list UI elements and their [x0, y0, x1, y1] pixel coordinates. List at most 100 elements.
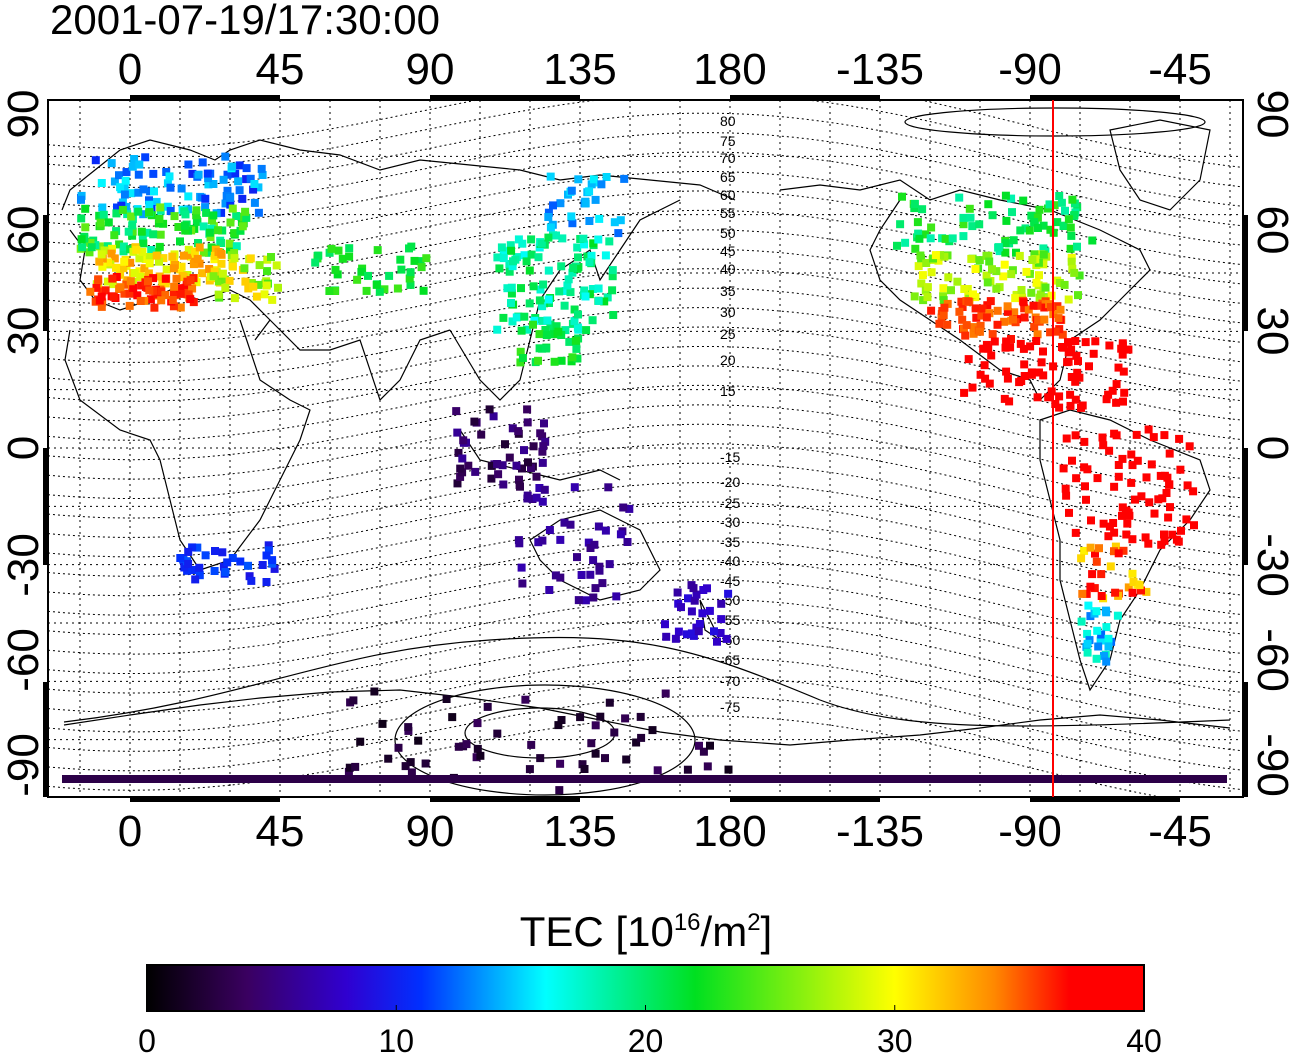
bottom-lon-label: 0: [118, 807, 142, 856]
tec-observation-point: [144, 269, 153, 278]
tec-observation-point: [1019, 298, 1028, 307]
tec-observation-point: [99, 210, 108, 219]
tec-observation-point: [896, 220, 905, 229]
tec-observation-point: [241, 277, 250, 286]
tec-observation-point: [988, 265, 996, 274]
tec-observation-point: [1066, 244, 1075, 253]
tec-observation-point: [609, 311, 618, 319]
tec-observation-point: [150, 303, 159, 312]
contour-line: [48, 540, 1241, 635]
tec-observation-point: [893, 241, 901, 250]
tec-observation-point: [113, 203, 121, 212]
contour-label: 55: [720, 205, 736, 221]
tec-observation-point: [570, 305, 579, 314]
right-latitude-labels: 90 60 30 0 -30 -60 -90: [1248, 90, 1292, 797]
tec-observation-point: [485, 405, 494, 414]
tec-observation-point: [107, 159, 116, 168]
tec-observation-point: [910, 199, 919, 208]
tec-observation-point: [971, 304, 980, 313]
top-lon-label: 0: [118, 45, 142, 94]
contour-line: [48, 676, 1241, 771]
tec-observation-point: [1032, 337, 1041, 345]
tec-observation-point: [517, 326, 526, 335]
contour-line: [48, 462, 1241, 557]
tec-observation-point: [558, 234, 567, 243]
bottom-lon-label: 45: [256, 807, 305, 856]
contour-line: [48, 112, 1241, 207]
tec-observation-point: [999, 272, 1008, 281]
tec-observation-point: [207, 243, 216, 252]
tec-observation-point: [546, 172, 555, 181]
tec-observation-point: [527, 464, 535, 472]
tec-observation-point: [1044, 204, 1052, 213]
tec-observation-point: [78, 243, 87, 252]
tec-observation-point: [211, 547, 219, 555]
tec-observation-point: [406, 758, 415, 767]
tec-observation-point: [1001, 191, 1010, 200]
tec-observation-point: [505, 267, 514, 276]
tec-observation-point: [473, 719, 482, 728]
tec-observation-point: [580, 286, 589, 295]
tec-observation-point: [554, 721, 563, 730]
tec-observation-point: [587, 739, 596, 748]
tec-observation-point: [1055, 279, 1064, 287]
tec-observation-point: [605, 237, 614, 246]
tec-observation-point: [967, 254, 976, 263]
tec-observation-point: [1027, 370, 1036, 379]
tec-observation-point: [1114, 363, 1123, 372]
tec-observation-point: [1073, 242, 1081, 251]
right-lat-label: 90: [1248, 90, 1292, 139]
tec-observation-point: [247, 576, 256, 585]
tec-observation-point: [544, 266, 553, 275]
tec-observation-point: [1056, 305, 1065, 314]
tec-observation-point: [1129, 578, 1138, 586]
tec-observation-point: [1168, 530, 1177, 539]
tec-observation-point: [1091, 549, 1099, 558]
tec-observation-point: [520, 251, 529, 260]
tec-observation-point: [1000, 317, 1009, 326]
contour-line: [48, 307, 1241, 401]
tec-observation-point: [217, 249, 226, 258]
tec-observation-point: [579, 234, 588, 243]
tec-observation-point: [983, 301, 992, 310]
tec-observation-point: [601, 754, 609, 763]
tec-observation-point: [616, 530, 625, 539]
tec-observation-point: [189, 566, 198, 574]
tec-observation-point: [404, 723, 413, 732]
tec-observation-point: [95, 257, 104, 266]
tec-observation-point: [518, 464, 526, 473]
tec-observation-point: [525, 765, 534, 774]
tec-observation-point: [520, 446, 528, 455]
tec-observation-point: [597, 180, 606, 189]
tec-observation-point: [345, 244, 354, 253]
tec-observation-point: [1047, 387, 1056, 396]
tec-observation-point: [159, 254, 168, 263]
tec-observation-point: [188, 543, 197, 552]
tec-observation-point: [168, 296, 177, 304]
tec-observation-point: [569, 264, 578, 272]
tec-observation-point: [210, 567, 219, 575]
tec-polar-band: [62, 775, 1227, 783]
tec-observation-point: [1039, 221, 1048, 230]
tec-observation-point: [538, 316, 547, 325]
tec-observation-point: [459, 436, 468, 445]
tec-observation-point: [521, 695, 530, 704]
tec-observation-point: [223, 170, 232, 179]
tec-observation-point: [201, 551, 210, 560]
tec-observation-point: [527, 250, 536, 259]
tec-observation-point: [972, 313, 981, 322]
contour-line: [48, 248, 1241, 343]
tec-observation-point: [195, 563, 204, 572]
tec-observation-point: [226, 245, 234, 254]
tec-observation-point: [927, 268, 936, 277]
tec-observation-point: [372, 280, 381, 289]
tec-observation-point: [517, 563, 526, 572]
tec-observation-point: [965, 204, 974, 213]
tec-observation-point: [1064, 357, 1073, 366]
tec-observation-point: [170, 282, 179, 291]
tec-observation-point: [1182, 515, 1191, 524]
tec-observation-point: [81, 204, 90, 213]
tec-observation-point: [585, 290, 594, 299]
tec-observation-point: [1025, 226, 1034, 235]
tec-observation-point: [242, 164, 251, 173]
